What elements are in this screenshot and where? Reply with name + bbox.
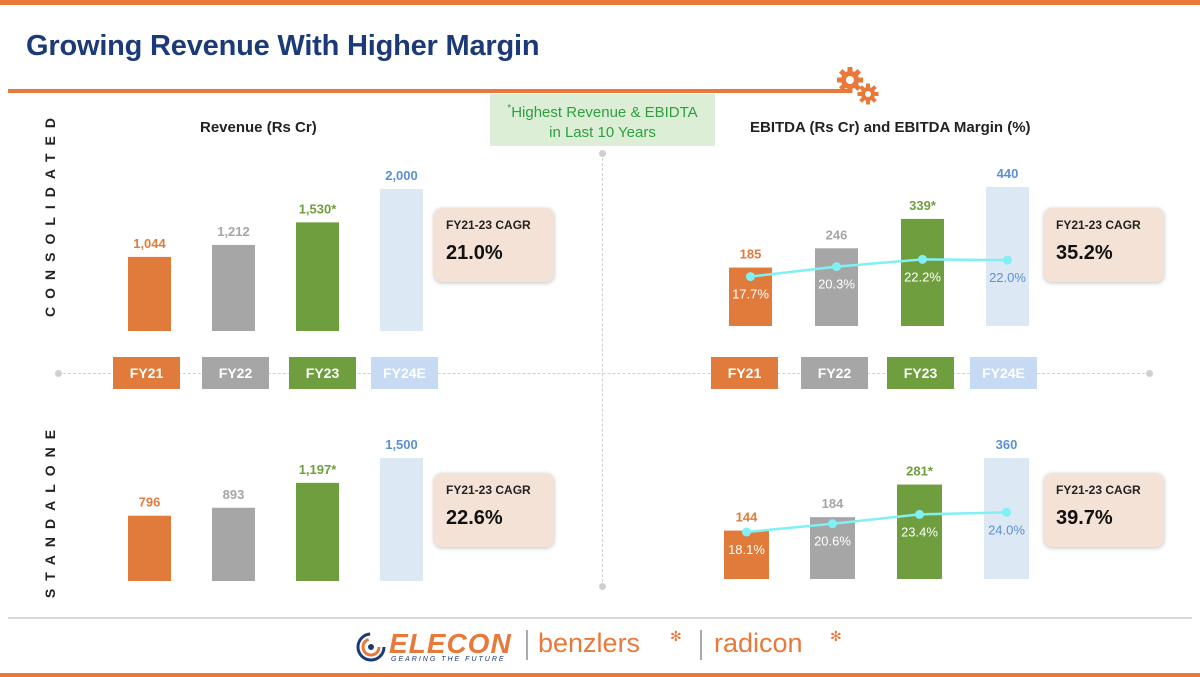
bottom-accent-bar: [0, 673, 1200, 677]
bar-value-label: 1,530*: [299, 201, 338, 216]
margin-line: [747, 512, 1007, 532]
logo-separator: [526, 630, 528, 660]
cagr-box-ebitda-consolidated: FY21-23 CAGR 35.2%: [1044, 208, 1164, 282]
bar-value-label: 1,197*: [299, 462, 338, 477]
margin-point: [1003, 256, 1012, 265]
bar-value-label: 893: [223, 487, 245, 502]
cagr-label: FY21-23 CAGR: [446, 483, 554, 497]
bar-value-label: 440: [997, 166, 1019, 181]
cagr-value: 35.2%: [1056, 242, 1164, 265]
bar-revenue-standalone-fy21: [128, 516, 171, 581]
margin-label: 24.0%: [988, 522, 1025, 537]
margin-label: 22.2%: [904, 269, 941, 284]
margin-label: 20.3%: [818, 277, 855, 292]
cagr-label: FY21-23 CAGR: [1056, 483, 1164, 497]
margin-point: [742, 528, 751, 537]
bar-value-label: 339*: [909, 198, 937, 213]
margin-label: 23.4%: [901, 524, 938, 539]
bar-value-label: 1,044: [133, 236, 166, 251]
margin-point: [832, 262, 841, 271]
margin-label: 18.1%: [728, 542, 765, 557]
bar-ebitda-standalone-fy24e: [984, 458, 1029, 579]
charts-svg: 1,044 1,212 1,530* 2,000 185 246 339* 440 17.7% 2…: [0, 0, 1200, 677]
margin-point: [828, 519, 837, 528]
benzlers-logo-text: benzlers: [538, 628, 640, 659]
bar-revenue-standalone-fy22: [212, 508, 255, 581]
radicon-star-icon: ✻: [830, 628, 842, 645]
cagr-box-ebitda-standalone: FY21-23 CAGR 39.7%: [1044, 473, 1164, 547]
margin-point: [918, 255, 927, 264]
bar-value-label: 360: [996, 437, 1018, 452]
cagr-value: 21.0%: [446, 242, 554, 265]
bar-revenue-standalone-fy23: [296, 483, 339, 581]
margin-point: [915, 510, 924, 519]
bar-revenue-consolidated-fy23: [296, 222, 339, 331]
bar-value-label: 2,000: [385, 168, 418, 183]
cagr-box-revenue-consolidated: FY21-23 CAGR 21.0%: [434, 208, 554, 282]
elecon-tagline: GEARING THE FUTURE: [391, 656, 506, 663]
margin-point: [1002, 508, 1011, 517]
bar-value-label: 185: [740, 247, 762, 262]
radicon-logo-text: radicon: [714, 628, 803, 659]
cagr-label: FY21-23 CAGR: [446, 218, 554, 232]
margin-point: [746, 272, 755, 281]
cagr-value: 22.6%: [446, 507, 554, 530]
bar-value-label: 281*: [906, 464, 934, 479]
elecon-logo-icon: [356, 632, 386, 662]
logo-separator: [700, 630, 702, 660]
bar-revenue-consolidated-fy21: [128, 257, 171, 331]
bar-value-label: 144: [736, 510, 758, 525]
bar-value-label: 184: [822, 496, 844, 511]
bar-value-label: 1,212: [217, 224, 250, 239]
margin-label: 20.6%: [814, 534, 851, 549]
cagr-box-revenue-standalone: FY21-23 CAGR 22.6%: [434, 473, 554, 547]
bar-value-label: 246: [826, 227, 848, 242]
benzlers-star-icon: ✻: [670, 628, 682, 645]
footer-divider: [8, 617, 1192, 619]
bar-revenue-consolidated-fy22: [212, 245, 255, 331]
margin-line: [751, 259, 1008, 276]
cagr-label: FY21-23 CAGR: [1056, 218, 1164, 232]
bar-revenue-consolidated-fy24e: [380, 189, 423, 331]
margin-label: 22.0%: [989, 270, 1026, 285]
bar-value-label: 1,500: [385, 437, 418, 452]
bar-revenue-standalone-fy24e: [380, 458, 423, 581]
margin-label: 17.7%: [732, 287, 769, 302]
bar-value-label: 796: [139, 495, 161, 510]
cagr-value: 39.7%: [1056, 507, 1164, 530]
